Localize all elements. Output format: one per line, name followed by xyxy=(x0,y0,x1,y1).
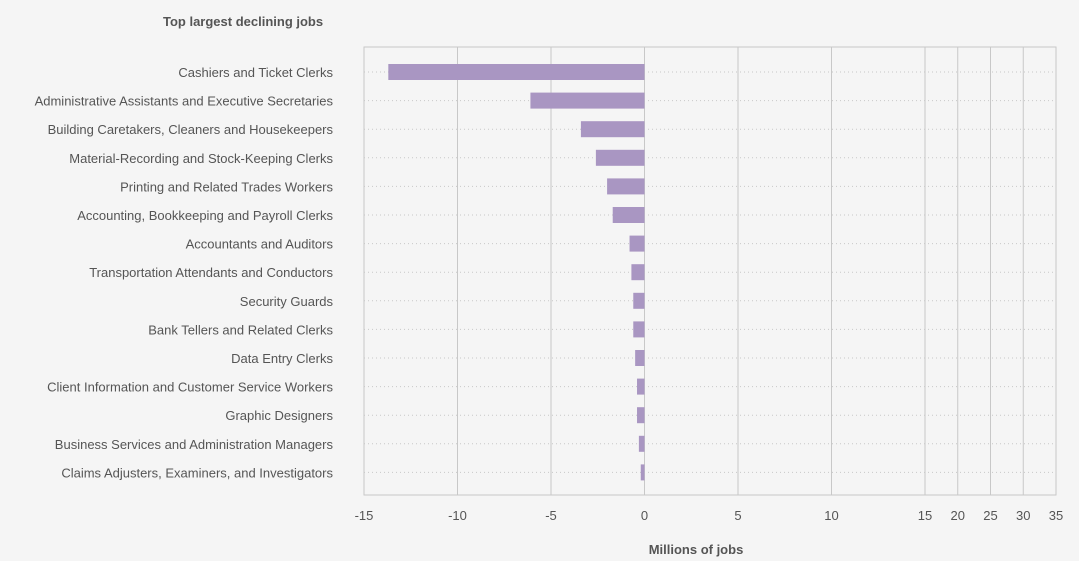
category-labels: Cashiers and Ticket Clerks Administrative… xyxy=(35,65,334,480)
bar xyxy=(607,178,645,195)
category-label: Client Information and Customer Service … xyxy=(47,380,333,395)
category-label: Cashiers and Ticket Clerks xyxy=(178,65,333,80)
category-label: Accounting, Bookkeeping and Payroll Cler… xyxy=(77,208,333,223)
category-label: Bank Tellers and Related Clerks xyxy=(148,322,333,337)
category-label: Transportation Attendants and Conductors xyxy=(89,265,333,280)
bar xyxy=(633,321,645,338)
bar xyxy=(638,435,645,452)
bar xyxy=(633,292,645,309)
x-tick-label: -10 xyxy=(448,508,467,523)
category-label: Claims Adjusters, Examiners, and Investi… xyxy=(61,465,333,480)
x-tick-label: 5 xyxy=(734,508,741,523)
x-tick-label: 35 xyxy=(1049,508,1063,523)
bar xyxy=(612,207,645,223)
chart-title: Top largest declining jobs xyxy=(163,14,323,29)
category-label: Printing and Related Trades Workers xyxy=(120,179,333,194)
category-label: Accountants and Auditors xyxy=(186,237,334,252)
bar xyxy=(595,149,645,166)
plot-frame xyxy=(363,46,1057,496)
x-tick-label: -5 xyxy=(545,508,557,523)
chart-grid xyxy=(363,46,1057,496)
bar xyxy=(530,92,645,109)
bar xyxy=(580,121,645,138)
category-label: Building Caretakers, Cleaners and Housek… xyxy=(48,122,334,137)
x-tick-label: 20 xyxy=(951,508,965,523)
chart-bars xyxy=(388,64,645,481)
bar xyxy=(388,64,645,80)
category-label: Business Services and Administration Man… xyxy=(55,437,334,452)
x-axis-title: Millions of jobs xyxy=(649,542,744,557)
bar xyxy=(637,407,645,424)
bar xyxy=(635,350,645,366)
x-tick-labels: -15 -10 -5 0 5 10 15 20 25 30 35 xyxy=(355,508,1064,523)
x-tick-label: 25 xyxy=(983,508,997,523)
category-label: Data Entry Clerks xyxy=(231,351,333,366)
category-label: Security Guards xyxy=(240,294,334,309)
x-tick-label: 0 xyxy=(641,508,648,523)
category-label: Administrative Assistants and Executive … xyxy=(35,94,334,109)
bar xyxy=(637,378,645,395)
x-tick-label: 30 xyxy=(1016,508,1030,523)
x-tick-label: 10 xyxy=(824,508,838,523)
x-tick-label: 15 xyxy=(918,508,932,523)
bar xyxy=(629,235,645,252)
bar xyxy=(640,464,645,481)
category-label: Graphic Designers xyxy=(225,408,333,423)
category-label: Material-Recording and Stock-Keeping Cle… xyxy=(69,151,333,166)
x-tick-label: -15 xyxy=(355,508,374,523)
bar xyxy=(631,264,645,281)
